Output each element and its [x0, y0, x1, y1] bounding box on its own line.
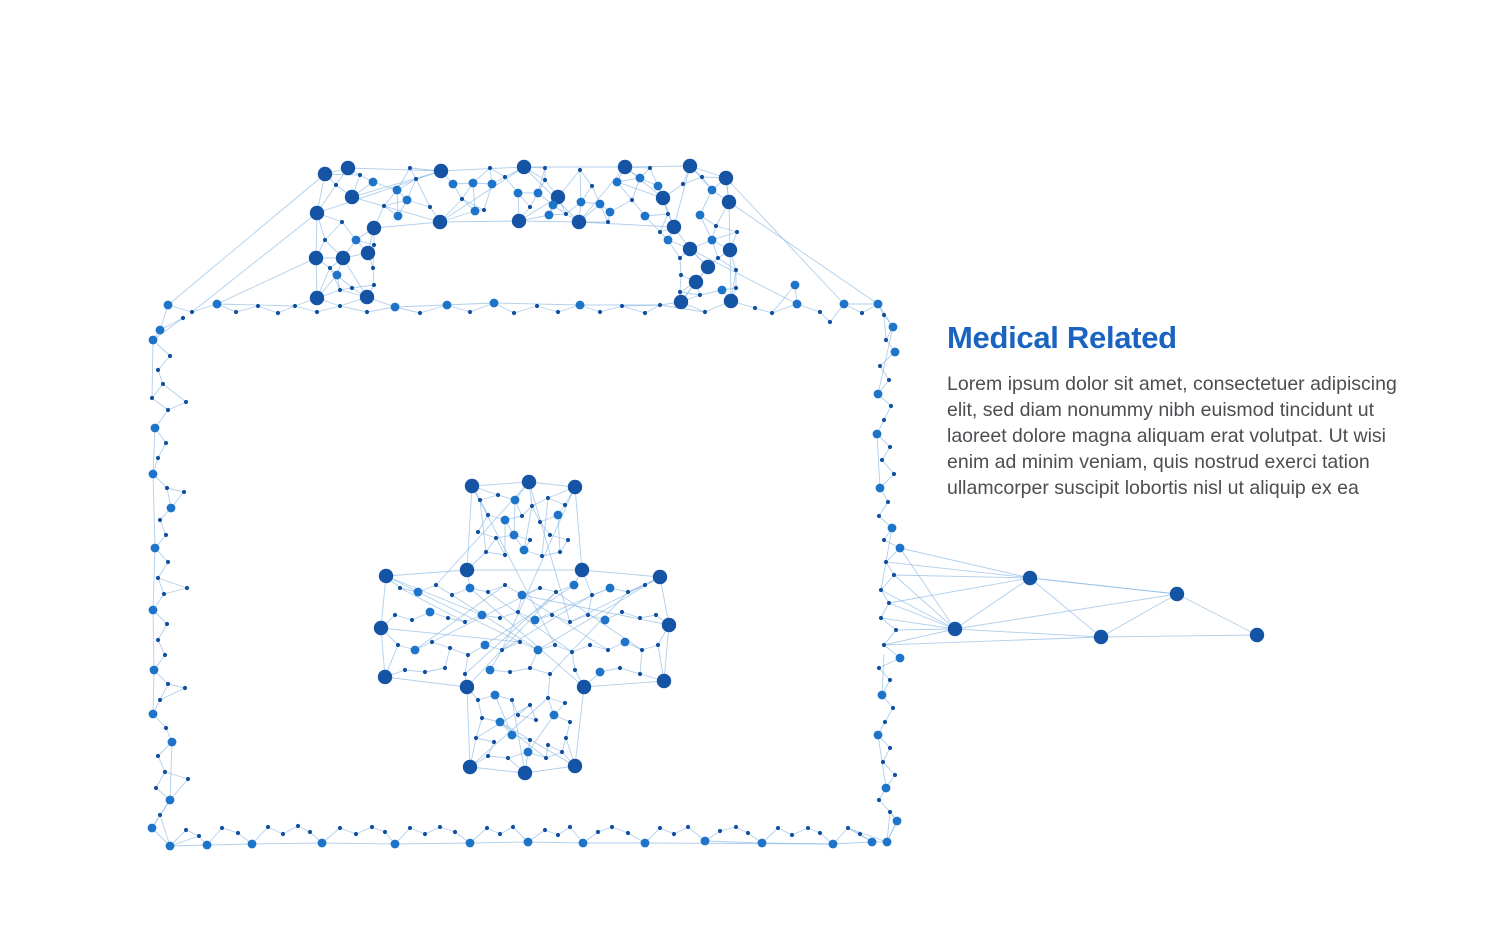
body-line: enim ad minim veniam, quis nostrud exerc…	[947, 451, 1370, 473]
body-text: Lorem ipsum dolor sit amet, consectetuer…	[947, 371, 1452, 501]
body-line: elit, sed diam nonummy nibh euismod tinc…	[947, 399, 1375, 421]
network-dots	[147, 158, 1265, 851]
page-title: Medical Related	[947, 320, 1177, 355]
body-line: laoreet dolore magna aliquam erat volutp…	[947, 425, 1386, 447]
body-line: Lorem ipsum dolor sit amet, consectetuer…	[947, 373, 1397, 395]
body-line: ullamcorper suscipit lobortis nisl ut al…	[947, 477, 1359, 499]
text-block: Medical Related Lorem ipsum dolor sit am…	[947, 320, 1452, 501]
